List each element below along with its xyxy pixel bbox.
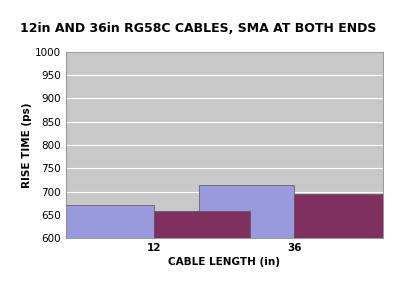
Bar	[59, 205, 154, 287]
Y-axis label: RISE TIME (ps): RISE TIME (ps)	[22, 102, 32, 188]
X-axis label: CABLE LENGTH (in): CABLE LENGTH (in)	[168, 257, 280, 267]
Bar	[154, 211, 250, 287]
Bar	[294, 194, 389, 287]
Bar	[199, 185, 294, 287]
Text: 12in AND 36in RG58C CABLES, SMA AT BOTH ENDS: 12in AND 36in RG58C CABLES, SMA AT BOTH …	[20, 22, 377, 35]
